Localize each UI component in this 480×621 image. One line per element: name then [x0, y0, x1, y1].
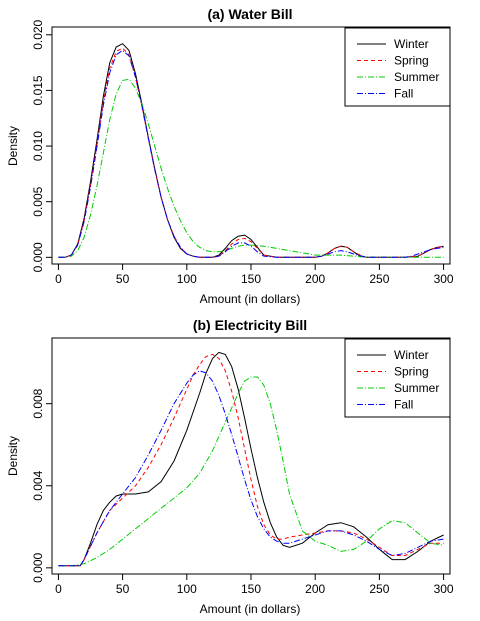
- x-tick-label: 250: [369, 272, 389, 286]
- y-tick-label: 0.000: [31, 242, 45, 272]
- series-line-winter: [58, 351, 444, 567]
- series-line-summer: [58, 376, 444, 567]
- y-tick-label: 0.000: [31, 553, 45, 583]
- x-tick-label: 150: [241, 272, 261, 286]
- y-tick-label: 0.015: [31, 75, 45, 105]
- legend-label-fall: Fall: [394, 398, 413, 412]
- series-layer: [58, 351, 444, 567]
- x-tick-label: 100: [177, 272, 197, 286]
- chart-title: (b) Electricity Bill: [193, 317, 307, 333]
- x-tick-label: 50: [116, 272, 130, 286]
- x-tick-label: 150: [241, 582, 261, 596]
- chart-electricity-bill: (b) Electricity Bill 0 50 100 150 200 250 300 …: [6, 317, 454, 616]
- legend-label-summer: Summer: [394, 70, 439, 84]
- series-line-fall: [58, 370, 444, 567]
- x-tick-label: 200: [305, 582, 325, 596]
- legend: Winter Spring Summer Fall: [344, 338, 451, 418]
- x-tick-label: 300: [434, 272, 454, 286]
- legend-label-spring: Spring: [394, 54, 429, 68]
- legend-label-winter: Winter: [394, 348, 429, 362]
- x-tick-label: 0: [55, 582, 62, 596]
- x-axis-label: Amount (in dollars): [200, 602, 301, 616]
- y-axis: 0.000 0.005 0.010 0.015 0.020: [31, 19, 52, 272]
- series-line-spring: [58, 353, 444, 567]
- x-tick-label: 50: [116, 582, 130, 596]
- series-layer: [58, 43, 444, 258]
- y-tick-label: 0.004: [31, 470, 45, 500]
- y-axis-label: Density: [6, 436, 20, 476]
- x-tick-label: 300: [434, 582, 454, 596]
- chart-water-bill: (a) Water Bill 0 50 100 150 200 250 300 0.0000…: [6, 6, 454, 306]
- chart-title: (a) Water Bill: [207, 6, 292, 22]
- x-axis-label: Amount (in dollars): [200, 292, 301, 306]
- y-axis-label: Density: [6, 126, 20, 166]
- x-tick-label: 100: [177, 582, 197, 596]
- x-tick-label: 250: [369, 582, 389, 596]
- legend-label-fall: Fall: [394, 87, 413, 101]
- series-line-fall: [58, 49, 444, 258]
- x-tick-label: 0: [55, 272, 62, 286]
- x-axis: 0 50 100 150 200 250 300: [55, 264, 454, 286]
- legend-label-spring: Spring: [394, 365, 429, 379]
- legend-label-winter: Winter: [394, 37, 429, 51]
- legend: Winter Spring Summer Fall: [344, 27, 451, 107]
- series-line-summer: [58, 78, 444, 258]
- y-tick-label: 0.005: [31, 186, 45, 216]
- y-tick-label: 0.020: [31, 19, 45, 49]
- legend-label-summer: Summer: [394, 381, 439, 395]
- y-tick-label: 0.008: [31, 388, 45, 418]
- y-tick-label: 0.010: [31, 131, 45, 161]
- y-axis: 0.000 0.004 0.008: [31, 388, 52, 583]
- x-tick-label: 200: [305, 272, 325, 286]
- x-axis: 0 50 100 150 200 250 300: [55, 574, 454, 596]
